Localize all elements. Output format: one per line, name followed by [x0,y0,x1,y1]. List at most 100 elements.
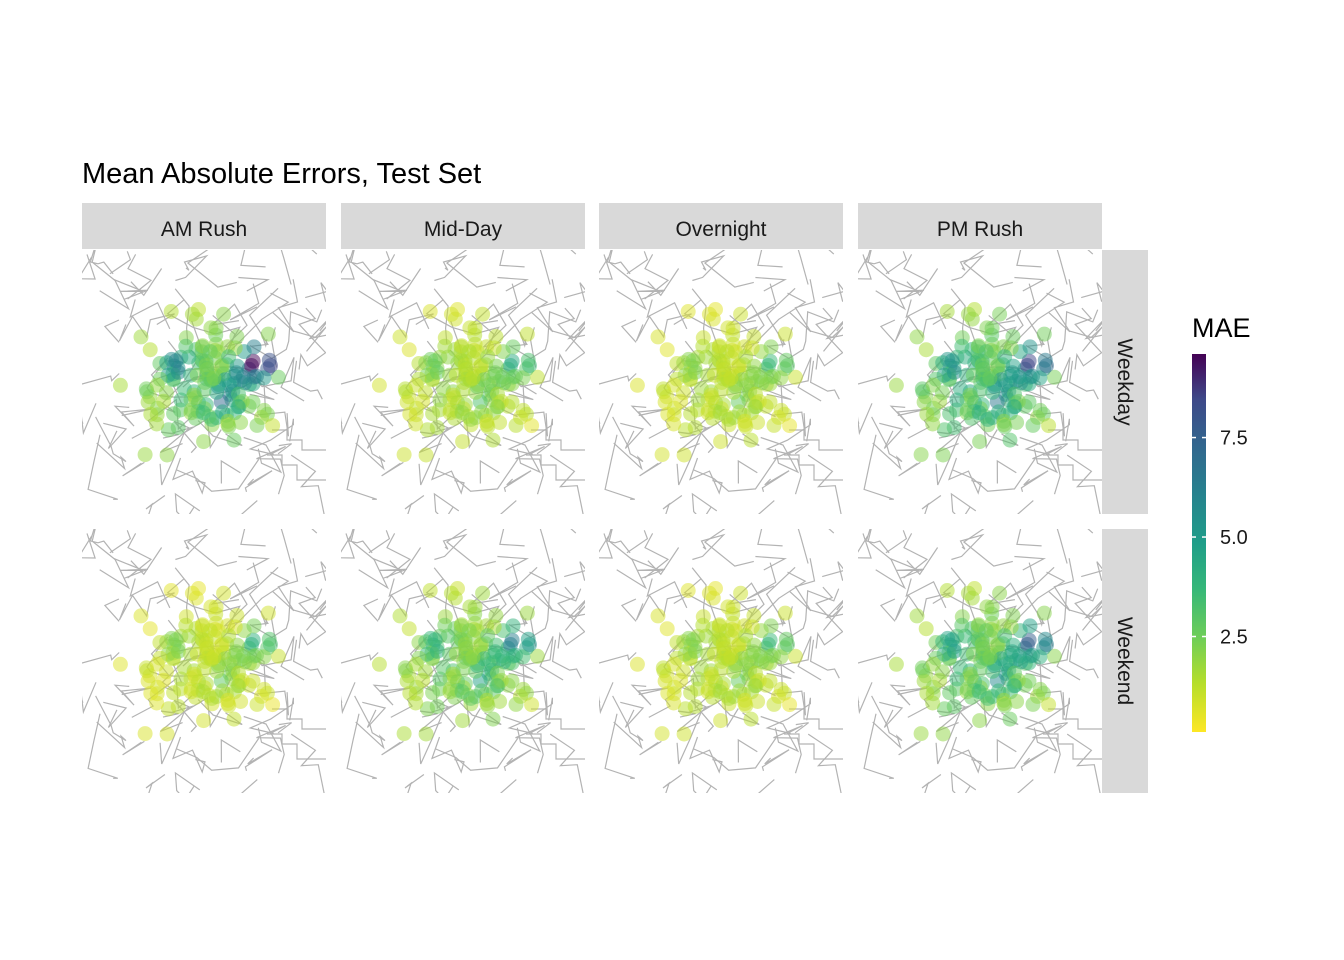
station-point [437,338,453,354]
station-point [1021,673,1037,689]
boundary-line [103,319,120,343]
boundary-line [404,495,425,514]
station-point [750,694,766,709]
boundary-line [996,459,1017,484]
strip-label-weekend: Weekend [1113,617,1136,705]
station-point [676,726,692,742]
boundary-line [1048,708,1102,730]
station-point [993,651,1009,667]
station-point [725,320,741,336]
boundary-line [606,529,634,561]
station-point [206,649,222,665]
boundary-line [244,387,275,401]
boundary-line [647,268,680,297]
boundary-line [858,698,860,703]
station-point [265,418,281,434]
boundary-line [244,666,275,680]
station-point [195,684,211,700]
strip-label-weekday: Weekday [1113,338,1136,426]
station-point [520,631,536,647]
boundary-line [620,319,637,343]
boundary-line [947,736,982,774]
boundary-line [341,403,356,436]
boundary-line [82,533,96,559]
boundary-line [358,557,408,590]
station-point [196,434,212,450]
station-point [487,644,503,660]
boundary-line [875,557,925,590]
boundary-line [503,749,532,771]
boundary-line [858,403,873,436]
station-point [112,656,128,672]
station-point [982,370,998,386]
boundary-line [526,454,585,481]
boundary-line [145,495,166,514]
boundary-line [557,586,585,649]
boundary-line [809,639,840,679]
station-point [417,664,433,680]
boundary-line [647,547,680,576]
station-point [427,632,443,648]
boundary-line [692,533,726,561]
station-point [437,617,453,633]
station-point [230,678,246,694]
boundary-line [823,599,843,631]
station-point [659,342,675,358]
boundary-line [298,586,326,649]
station-point [466,350,482,366]
boundary-line [1020,749,1049,771]
boundary-line [676,418,739,486]
station-point [519,605,535,621]
boundary-line [174,771,201,793]
station-point [133,608,149,624]
boundary-line [599,652,637,664]
boundary-line [737,738,758,763]
boundary-line [290,454,325,514]
boundary-line [815,307,843,370]
station-point [454,684,470,700]
boundary-line [82,652,120,664]
boundary-line [145,774,166,793]
boundary-line [863,434,894,500]
boundary-line [1016,250,1068,285]
strip-weekday [1102,250,1148,514]
boundary-line [89,529,117,561]
station-point [700,681,716,697]
station-point [270,369,286,385]
boundary-line [531,708,585,730]
boundary-line [433,771,460,793]
strip-label-am-rush: AM Rush [161,218,247,241]
station-point [1041,418,1057,434]
station-point [992,585,1008,601]
station-point [256,681,272,697]
boundary-line [906,547,939,576]
station-point [1041,697,1057,713]
station-point [396,726,412,742]
station-point [773,681,789,697]
boundary-line [809,326,843,338]
boundary-line [243,715,283,753]
boundary-line [784,454,843,481]
station-point [778,631,794,647]
boundary-line [130,547,163,576]
station-point [762,673,778,689]
boundary-line [1081,561,1102,581]
boundary-line [858,373,896,385]
station-point [442,402,458,418]
boundary-line [935,697,998,765]
boundary-line [122,740,145,756]
boundary-line [103,701,128,728]
station-point [529,648,545,664]
station-point [748,386,763,402]
boundary-line [277,443,292,455]
boundary-line [1032,724,1062,774]
boundary-line [1024,697,1070,735]
station-point [1009,694,1025,709]
station-point [997,628,1013,644]
station-point [997,419,1013,435]
boundary-line [130,268,163,297]
boundary-line [430,457,465,495]
station-point [743,432,759,448]
panel-overnight-weekday [599,250,843,514]
station-point [489,399,505,415]
